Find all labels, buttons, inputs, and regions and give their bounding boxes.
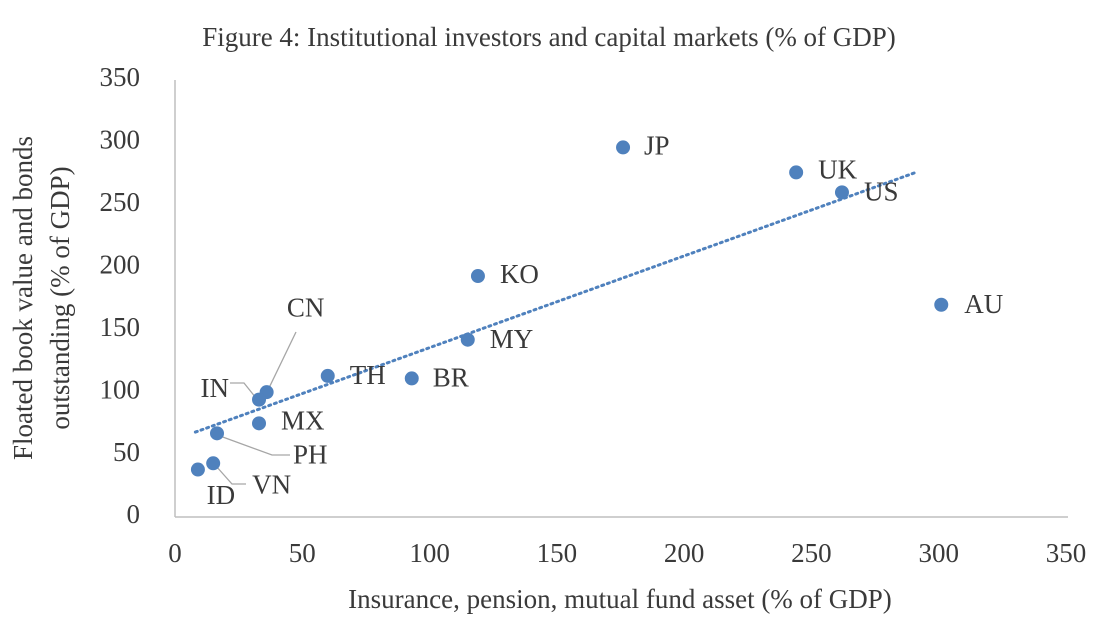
- x-tick-label: 250: [791, 538, 832, 568]
- point: [320, 368, 335, 383]
- point-label: BR: [433, 363, 469, 393]
- y-tick-label: 300: [100, 125, 141, 155]
- y-tick-label: 100: [100, 374, 141, 404]
- point-label: ID: [207, 480, 236, 510]
- y-tick-label: 350: [100, 62, 141, 92]
- point: [616, 140, 631, 155]
- x-tick-label: 150: [537, 538, 578, 568]
- point-label: CN: [287, 292, 325, 322]
- point-label: MX: [281, 406, 325, 436]
- point: [190, 462, 205, 477]
- point: [404, 371, 419, 386]
- point: [470, 269, 485, 284]
- x-tick-label: 200: [664, 538, 705, 568]
- y-tick-label: 50: [113, 437, 140, 467]
- leader-line: [215, 465, 246, 485]
- y-tick-label: 250: [100, 187, 141, 217]
- point-label: UK: [818, 155, 857, 185]
- x-tick-label: 300: [918, 538, 959, 568]
- y-axis-title: outstanding (% of GDP): [45, 166, 75, 429]
- trendline: [193, 170, 918, 434]
- x-tick-label: 100: [409, 538, 450, 568]
- y-tick-label: 200: [100, 249, 141, 279]
- point: [252, 392, 267, 407]
- point: [789, 165, 804, 180]
- chart-title: Figure 4: Institutional investors and ca…: [202, 22, 896, 52]
- point-label: KO: [500, 259, 539, 289]
- point: [206, 456, 221, 471]
- point-label: PH: [293, 440, 328, 470]
- x-tick-label: 50: [289, 538, 316, 568]
- point-label: IN: [201, 373, 230, 403]
- leader-line: [219, 435, 290, 456]
- leader-line: [267, 331, 297, 391]
- y-axis-title: Floated book value and bonds: [8, 136, 38, 460]
- y-tick-label: 150: [100, 312, 141, 342]
- point-label: TH: [350, 360, 386, 390]
- point-label: US: [864, 177, 899, 207]
- point: [834, 185, 849, 200]
- point-label: VN: [252, 470, 291, 500]
- x-tick-label: 350: [1046, 538, 1087, 568]
- point: [210, 426, 225, 441]
- point-label: MY: [490, 324, 534, 354]
- point-label: AU: [964, 289, 1003, 319]
- point: [252, 416, 267, 431]
- x-axis-title: Insurance, pension, mutual fund asset (%…: [348, 584, 892, 614]
- point: [934, 297, 949, 312]
- y-tick-label: 0: [127, 499, 141, 529]
- leader-line: [230, 382, 257, 399]
- x-tick-label: 0: [168, 538, 182, 568]
- point: [460, 332, 475, 347]
- point-label: JP: [644, 131, 670, 161]
